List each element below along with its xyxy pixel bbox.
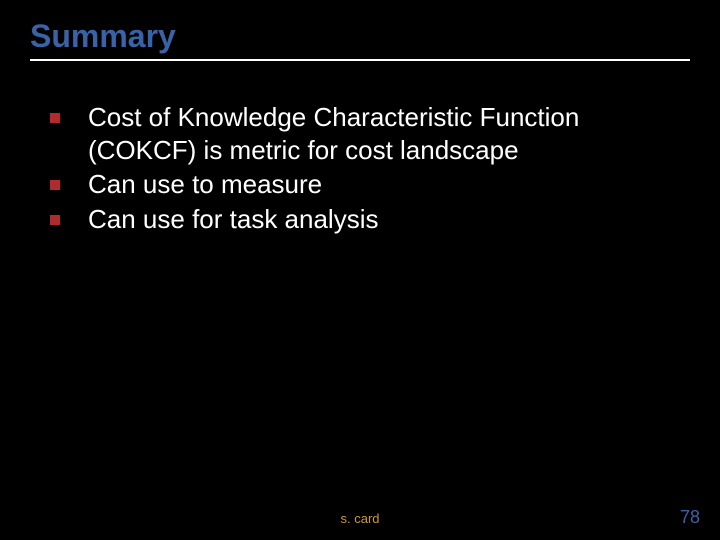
bullet-list: Cost of Knowledge Characteristic Functio… (30, 101, 690, 235)
footer-author: s. card (0, 511, 720, 526)
slide-title: Summary (30, 18, 690, 61)
slide: Summary Cost of Knowledge Characteristic… (0, 0, 720, 540)
bullet-item: Can use to measure (50, 168, 690, 201)
bullet-item: Can use for task analysis (50, 203, 690, 236)
footer-page-number: 78 (680, 507, 700, 528)
bullet-item: Cost of Knowledge Characteristic Functio… (50, 101, 690, 166)
